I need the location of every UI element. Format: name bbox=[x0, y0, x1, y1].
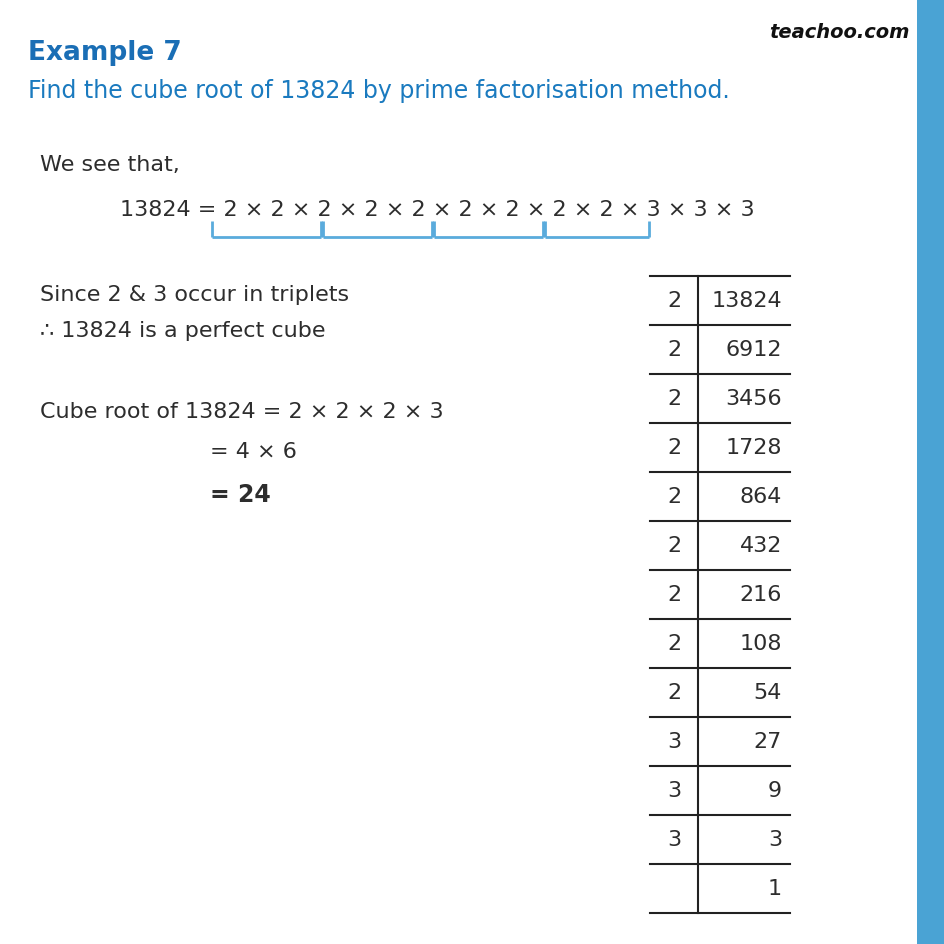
Text: Find the cube root of 13824 by prime factorisation method.: Find the cube root of 13824 by prime fac… bbox=[28, 79, 729, 103]
Text: 3456: 3456 bbox=[725, 389, 782, 409]
Text: 3: 3 bbox=[767, 830, 782, 850]
Text: 2: 2 bbox=[666, 585, 681, 605]
Text: 2: 2 bbox=[666, 487, 681, 507]
Bar bbox=[916, 0, 944, 944]
Text: Since 2 & 3 occur in triplets: Since 2 & 3 occur in triplets bbox=[40, 285, 348, 305]
Text: Cube root of 13824 = 2 × 2 × 2 × 3: Cube root of 13824 = 2 × 2 × 2 × 3 bbox=[40, 401, 443, 422]
Text: 2: 2 bbox=[666, 683, 681, 702]
Text: 2: 2 bbox=[666, 340, 681, 360]
Text: We see that,: We see that, bbox=[40, 155, 179, 175]
Text: 864: 864 bbox=[739, 487, 782, 507]
Text: 108: 108 bbox=[739, 633, 782, 654]
Text: 9: 9 bbox=[767, 781, 782, 801]
Text: 1: 1 bbox=[767, 879, 782, 899]
Text: = 4 × 6: = 4 × 6 bbox=[210, 442, 296, 462]
Text: 13824: 13824 bbox=[711, 291, 782, 312]
Text: 27: 27 bbox=[753, 732, 782, 751]
Text: 2: 2 bbox=[666, 633, 681, 654]
Text: 2: 2 bbox=[666, 438, 681, 458]
Text: 13824 = 2 × 2 × 2 × 2 × 2 × 2 × 2 × 2 × 2 × 3 × 3 × 3: 13824 = 2 × 2 × 2 × 2 × 2 × 2 × 2 × 2 × … bbox=[120, 200, 754, 220]
Text: = 24: = 24 bbox=[210, 482, 271, 507]
Text: ∴ 13824 is a perfect cube: ∴ 13824 is a perfect cube bbox=[40, 321, 325, 341]
Text: 2: 2 bbox=[666, 291, 681, 312]
Text: 3: 3 bbox=[666, 830, 681, 850]
Text: 3: 3 bbox=[666, 781, 681, 801]
Text: 432: 432 bbox=[739, 536, 782, 556]
Text: 2: 2 bbox=[666, 389, 681, 409]
Text: teachoo.com: teachoo.com bbox=[768, 23, 909, 42]
Text: 54: 54 bbox=[752, 683, 782, 702]
Text: Example 7: Example 7 bbox=[28, 40, 181, 66]
Text: 6912: 6912 bbox=[725, 340, 782, 360]
Text: 2: 2 bbox=[666, 536, 681, 556]
Text: 216: 216 bbox=[739, 585, 782, 605]
Text: 3: 3 bbox=[666, 732, 681, 751]
Text: 1728: 1728 bbox=[725, 438, 782, 458]
